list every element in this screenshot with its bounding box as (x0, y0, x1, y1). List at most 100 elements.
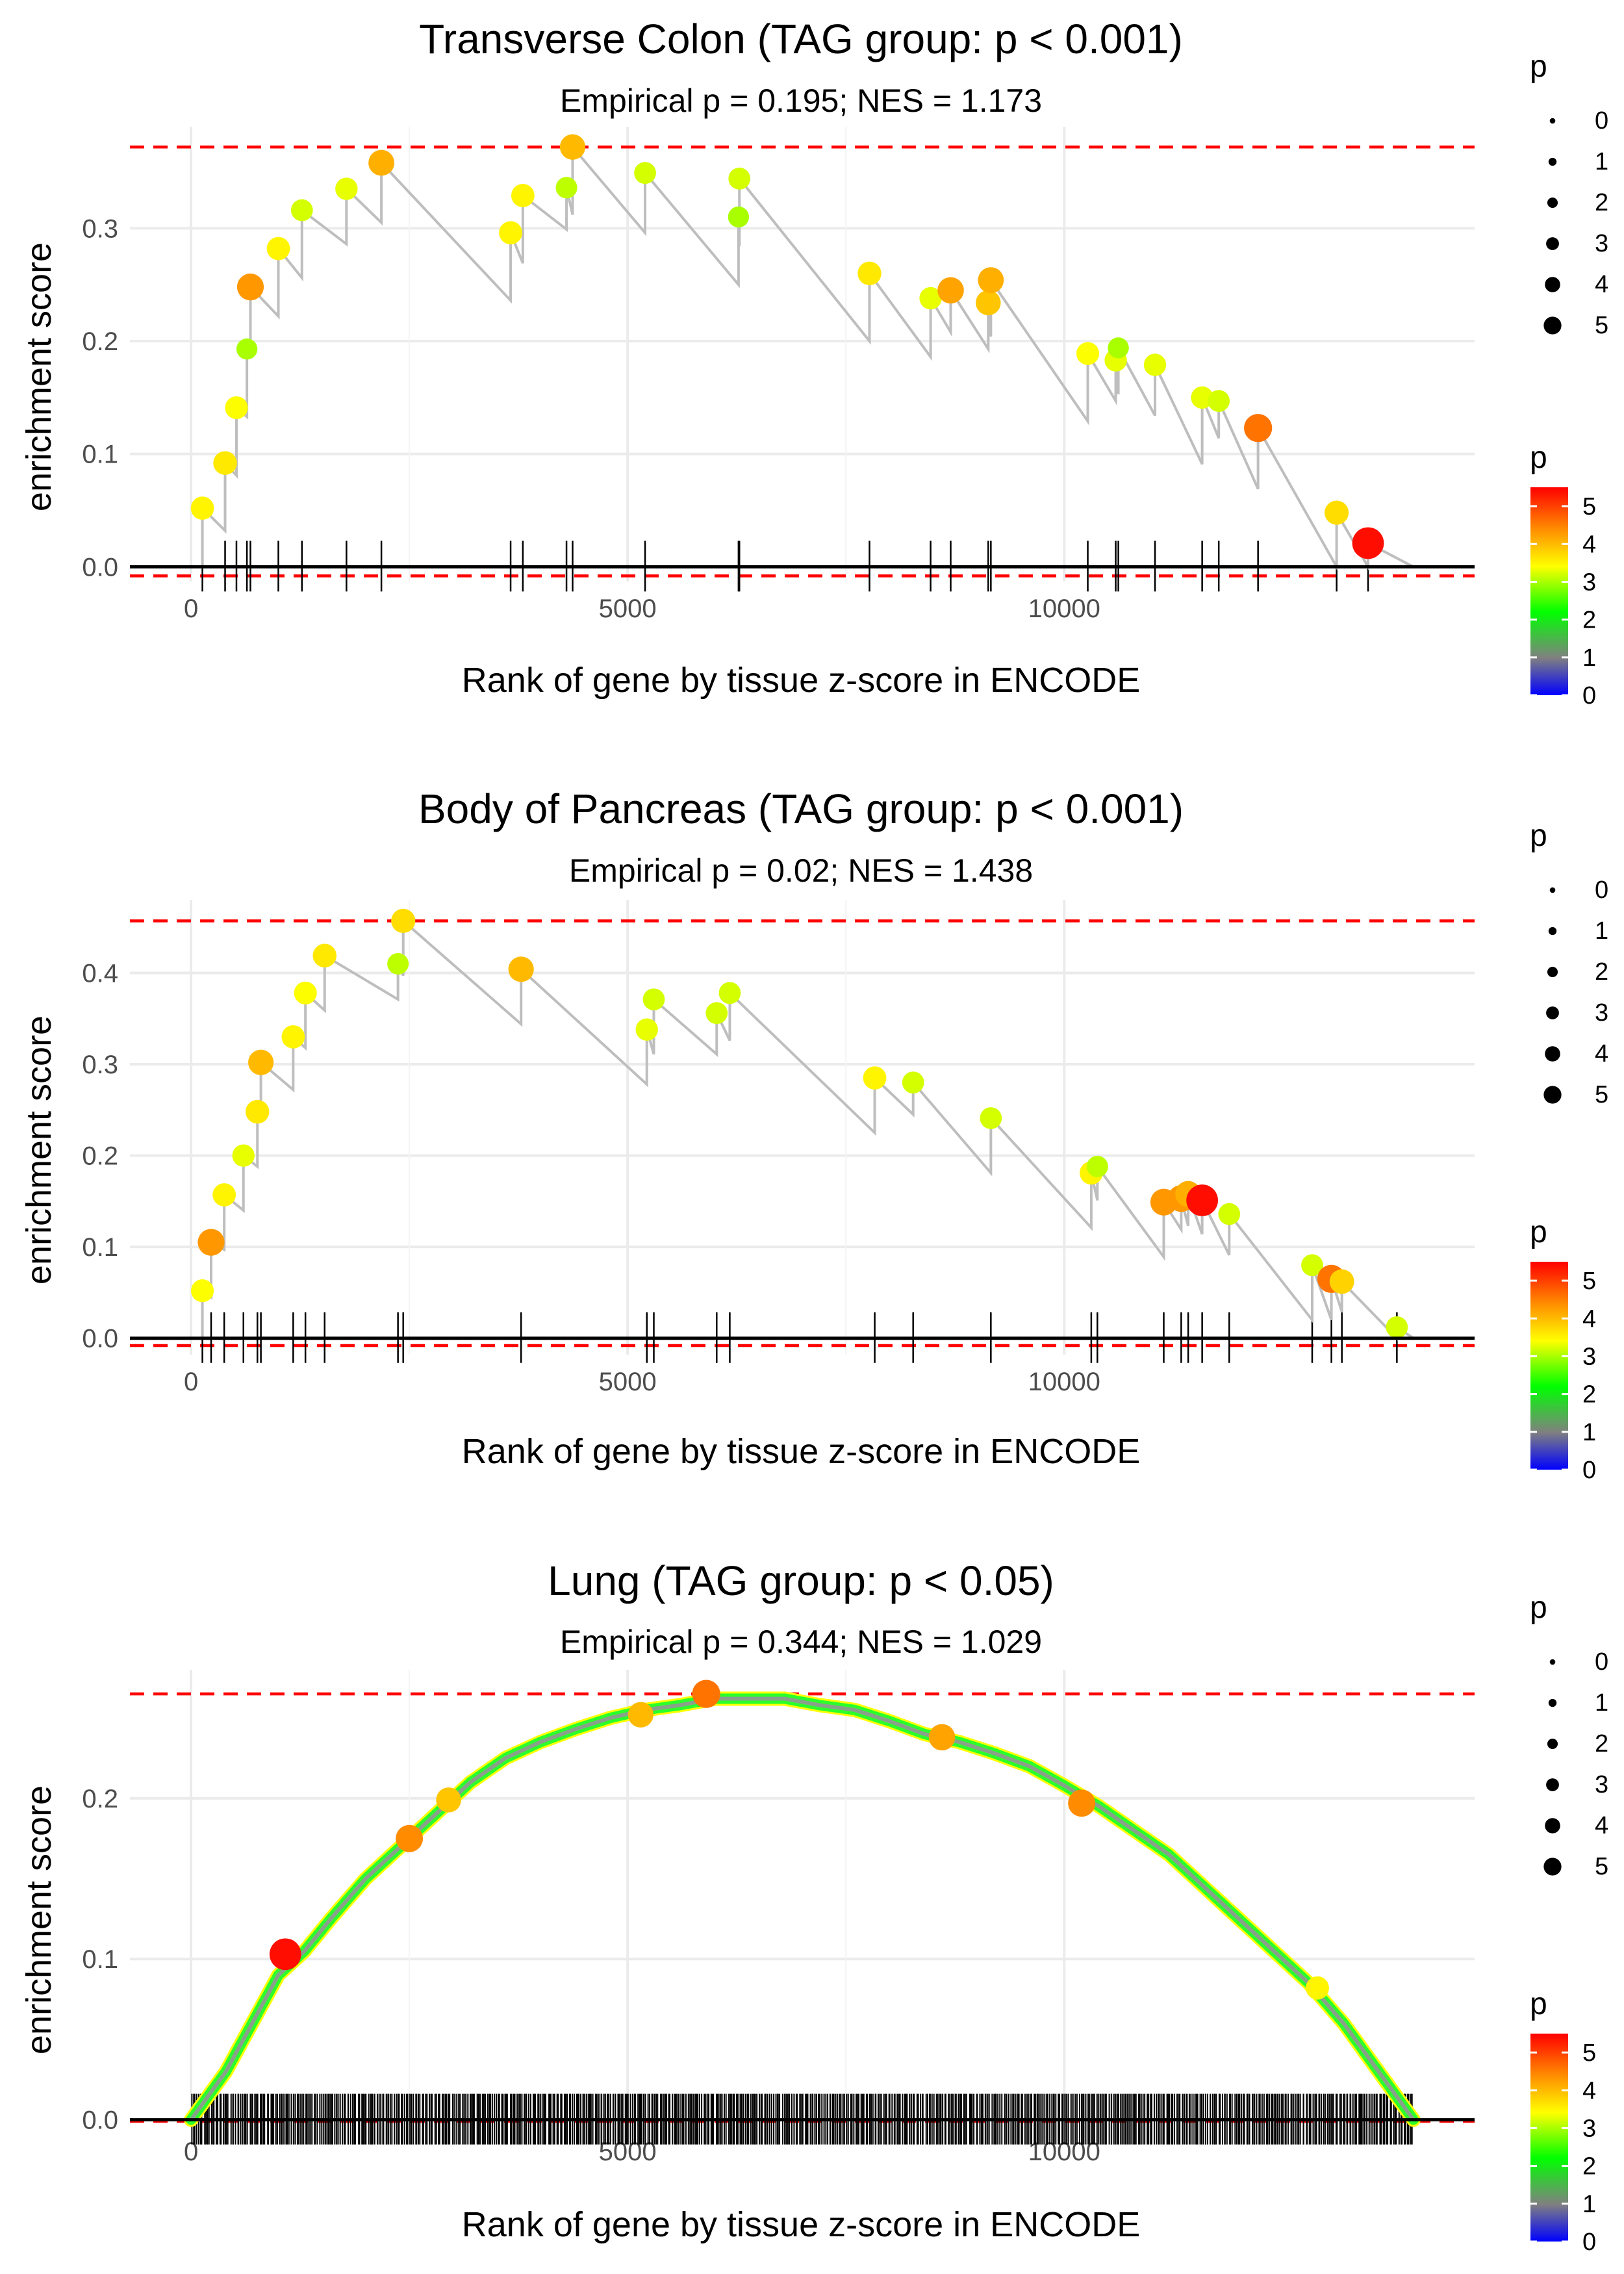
size-legend: p 0 1 2 3 4 5 (1530, 1591, 1608, 1880)
panel-title: Transverse Colon (TAG group: p < 0.001) (419, 16, 1183, 62)
size-legend-label: 2 (1595, 958, 1608, 986)
hit-point (1301, 1254, 1323, 1277)
panel-title: Body of Pancreas (TAG group: p < 0.001) (418, 786, 1184, 832)
color-legend-title: p (1530, 441, 1547, 475)
y-tick-label: 0.0 (82, 2106, 118, 2135)
size-legend-label: 1 (1595, 148, 1608, 175)
size-legend-label: 2 (1595, 1730, 1608, 1757)
gridlines (130, 900, 1475, 1355)
y-tick-label: 0.3 (82, 1051, 118, 1079)
color-legend-label: 1 (1582, 2191, 1596, 2218)
hit-point (1218, 1203, 1241, 1225)
size-legend-label: 1 (1595, 1689, 1608, 1717)
hit-point (248, 1049, 274, 1075)
running-sum-line (191, 917, 1415, 1342)
hit-point (635, 1018, 658, 1041)
size-legend-label: 3 (1595, 999, 1608, 1027)
hit-point (190, 496, 214, 520)
hit-point (391, 908, 416, 933)
hit-point (718, 982, 741, 1004)
hit-point (634, 162, 656, 185)
highlighted-point (1306, 1976, 1329, 2000)
hit-point (1076, 342, 1100, 365)
color-legend-label: 0 (1582, 682, 1596, 709)
size-legend-title: p (1530, 1591, 1547, 1625)
hit-point (919, 287, 942, 310)
color-legend-label: 2 (1582, 2153, 1596, 2180)
highlighted-point (1068, 1789, 1096, 1817)
color-legend-label: 5 (1582, 1268, 1596, 1295)
color-legend-label: 5 (1582, 2039, 1596, 2067)
hit-point (499, 221, 522, 245)
hit-point (1329, 1269, 1354, 1294)
hit-point (225, 396, 248, 420)
highlighted-point (396, 1824, 424, 1852)
color-legend-label: 3 (1582, 1343, 1596, 1370)
x-tick-label: 10000 (1028, 594, 1100, 623)
legends: p 0 1 2 3 4 5 p 0 1 2 3 4 5 p 0 1 2 3 4 5 p 0 1 2 3 4 5 p 0 1 2 3 4 5 p 0 1 2 3… (1530, 49, 1608, 2256)
color-legend-title: p (1530, 1215, 1547, 1249)
gridlines (130, 1670, 1475, 2125)
size-legend-dot (1543, 316, 1562, 335)
hit-point (191, 1279, 214, 1303)
size-legend-dot (1547, 966, 1558, 978)
hit-point (863, 1066, 887, 1090)
panel-body-of-pancreas: Body of Pancreas (TAG group: p < 0.001) … (19, 786, 1475, 1471)
hit-point (290, 199, 313, 222)
hit-point (246, 1099, 270, 1124)
y-tick-label: 0.0 (82, 553, 118, 581)
highlighted-point (628, 1702, 653, 1728)
color-legend-label: 3 (1582, 2115, 1596, 2142)
color-legend-label: 0 (1582, 1457, 1596, 1484)
x-axis-label: Rank of gene by tissue z-score in ENCODE (462, 2205, 1140, 2244)
x-tick-label: 0 (184, 2138, 198, 2166)
size-legend-label: 5 (1595, 1081, 1608, 1108)
size-legend-label: 5 (1595, 1853, 1608, 1880)
hit-point (1244, 414, 1273, 442)
size-legend-dot (1543, 1086, 1562, 1104)
highlighted-point (436, 1787, 461, 1813)
panel-subtitle: Empirical p = 0.195; NES = 1.173 (560, 83, 1042, 119)
color-legend-label: 0 (1582, 2229, 1596, 2256)
y-tick-label: 0.2 (82, 1142, 118, 1171)
hit-point (1325, 500, 1349, 525)
x-axis-label: Rank of gene by tissue z-score in ENCODE (462, 661, 1140, 700)
hit-point (978, 267, 1004, 294)
panel-lung: Lung (TAG group: p < 0.05) Empirical p =… (19, 1557, 1475, 2244)
hit-point (902, 1071, 924, 1094)
color-legend-label: 4 (1582, 2077, 1596, 2104)
color-legend-label: 4 (1582, 1305, 1596, 1333)
y-tick-label: 0.1 (82, 1233, 118, 1262)
gridlines (130, 127, 1475, 581)
color-legend-label: 2 (1582, 607, 1596, 634)
hit-point (266, 236, 290, 261)
color-legend-bar (1530, 1262, 1568, 1470)
size-legend-dot (1546, 237, 1559, 250)
hit-point (335, 177, 358, 200)
es-curve-line (189, 1696, 1415, 2121)
color-legend: p 0 1 2 3 4 5 (1530, 1987, 1596, 2256)
highlighted-point (692, 1680, 720, 1708)
size-legend-dot (1549, 118, 1556, 124)
hit-point (511, 184, 535, 207)
hit-point (1191, 386, 1213, 409)
size-legend-label: 0 (1595, 876, 1608, 904)
size-legend-label: 4 (1595, 1812, 1608, 1839)
hit-point (294, 981, 317, 1004)
size-legend-label: 4 (1595, 271, 1608, 298)
hit-point (213, 451, 237, 475)
size-legend-dot (1547, 1738, 1558, 1750)
y-tick-label: 0.3 (82, 214, 118, 243)
size-legend-dot (1543, 1858, 1562, 1876)
y-axis-label: enrichment score (19, 1016, 58, 1284)
size-legend-dot (1548, 1698, 1557, 1707)
y-tick-label: 0.4 (82, 959, 118, 988)
size-legend-dot (1545, 1046, 1560, 1062)
panel-subtitle: Empirical p = 0.344; NES = 1.029 (560, 1624, 1042, 1660)
color-legend: p 0 1 2 3 4 5 (1530, 441, 1596, 709)
hit-point (197, 1229, 225, 1256)
hit-point (1143, 353, 1167, 376)
y-axis-label: enrichment score (19, 1785, 58, 2054)
color-legend-bar (1530, 487, 1568, 695)
